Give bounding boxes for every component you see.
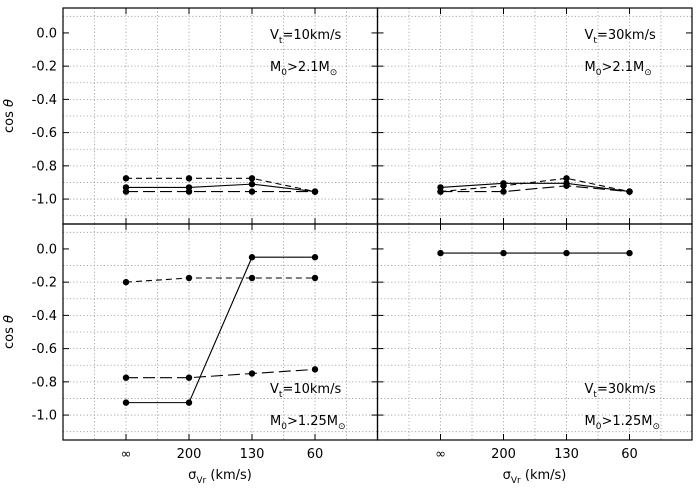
data-point-solid <box>248 180 256 188</box>
data-point-short-dash <box>311 274 319 282</box>
y-tick-label: -0.8 <box>32 375 57 390</box>
data-point-long-dash <box>248 370 256 377</box>
series-line-short-dash <box>440 177 630 193</box>
panel-bottom-right: Vt=30km/s M0>1.25M⊙ ∞ 200 130 60 σVr (km/s) <box>376 223 693 486</box>
sun-symbol: ⊙ <box>644 68 652 78</box>
data-point-long-dash <box>185 374 193 381</box>
data-point-short-dash <box>248 175 256 182</box>
x-tick-label: 60 <box>621 447 638 462</box>
x-axis-title: σVr (km/s) <box>188 468 252 486</box>
panel-frame <box>376 223 693 441</box>
grid <box>377 224 692 440</box>
y-tick-label: -0.8 <box>32 159 57 174</box>
y-tick-label: -1.0 <box>32 409 57 424</box>
sun-symbol: ⊙ <box>653 422 661 432</box>
panel-annotation: M0>1.25M⊙ <box>585 414 661 432</box>
data-point-long-dash <box>185 188 193 195</box>
x-tick-label: 200 <box>177 447 202 462</box>
x-tick-label: ∞ <box>121 447 132 462</box>
y-tick-label: -0.4 <box>32 309 57 324</box>
panel-annotation: Vt=10km/s <box>270 28 341 46</box>
data-point-long-dash <box>122 188 130 195</box>
data-point-solid <box>311 254 319 261</box>
data-point-short-dash <box>185 175 193 182</box>
panel-annotation: M0>2.1M⊙ <box>270 60 337 78</box>
data-point-short-dash <box>122 175 130 182</box>
y-tick-label: -1.0 <box>32 193 57 208</box>
series-line-solid <box>126 256 315 404</box>
y-tick-label: -0.6 <box>32 126 57 141</box>
data-point-long-dash <box>248 188 256 195</box>
grid <box>63 8 378 224</box>
series-line-long-dash <box>126 368 316 379</box>
x-tick-label: 130 <box>554 447 579 462</box>
y-tick-label: -0.2 <box>32 276 57 291</box>
data-point-short-dash <box>248 274 256 282</box>
y-tick-label: 0.0 <box>36 242 57 257</box>
x-tick-label: ∞ <box>435 447 446 462</box>
series-line-short-dash <box>125 277 315 283</box>
panel-annotation: Vt=30km/s <box>585 382 656 400</box>
data-point-long-dash <box>311 188 319 195</box>
sun-symbol: ⊙ <box>330 68 338 78</box>
data-point-solid <box>185 399 193 406</box>
data-point-solid <box>437 249 444 257</box>
series-line-long-dash <box>440 185 630 193</box>
y-tick-label: -0.4 <box>32 93 57 108</box>
data-point-solid <box>626 249 633 257</box>
grid <box>63 224 378 440</box>
series-line-short-dash <box>126 177 316 193</box>
data-point-long-dash <box>311 366 319 373</box>
x-axis-title: σVr (km/s) <box>503 468 567 486</box>
panel-top-right: Vt=30km/s M0>2.1M⊙ <box>376 7 693 225</box>
series-line-solid <box>440 182 630 193</box>
data-point-solid <box>500 249 507 257</box>
data-point-long-dash <box>122 374 130 381</box>
sun-symbol: ⊙ <box>338 422 346 432</box>
data-point-short-dash <box>563 175 570 182</box>
x-tick-label: 200 <box>491 447 516 462</box>
y-tick-label: -0.6 <box>32 342 57 357</box>
data-point-long-dash <box>563 182 570 189</box>
y-axis-title: cos θ <box>2 315 17 349</box>
panel-bottom-left: Vt=10km/s M0>1.25M⊙ 0.0 -0.2 -0.4 -0.6 -0.8 -1.… <box>2 223 379 486</box>
panel-annotation: M0>1.25M⊙ <box>270 414 346 432</box>
series-line-solid <box>126 183 316 193</box>
panel-annotation: Vt=10km/s <box>270 382 341 400</box>
x-tick-label: 130 <box>240 447 265 462</box>
data-point-short-dash <box>185 274 193 282</box>
y-tick-label: -0.2 <box>32 60 57 75</box>
data-point-long-dash <box>626 188 633 195</box>
panel-top-left: Vt=10km/s M0>2.1M⊙ 0.0 -0.2 -0.4 -0.6 -0.8 -1.0… <box>2 7 379 225</box>
data-point-solid <box>563 249 570 257</box>
data-point-short-dash <box>122 278 130 286</box>
panel-annotation: Vt=30km/s <box>585 28 656 46</box>
y-axis-title: cos θ <box>2 99 17 133</box>
data-point-solid <box>122 399 130 406</box>
y-tick-label: 0.0 <box>36 26 57 41</box>
data-point-long-dash <box>437 188 444 195</box>
x-tick-label: 60 <box>307 447 324 462</box>
panel-annotation: M0>2.1M⊙ <box>585 60 652 78</box>
data-point-long-dash <box>500 188 507 195</box>
data-point-short-dash <box>500 182 507 189</box>
data-point-solid <box>248 254 256 261</box>
